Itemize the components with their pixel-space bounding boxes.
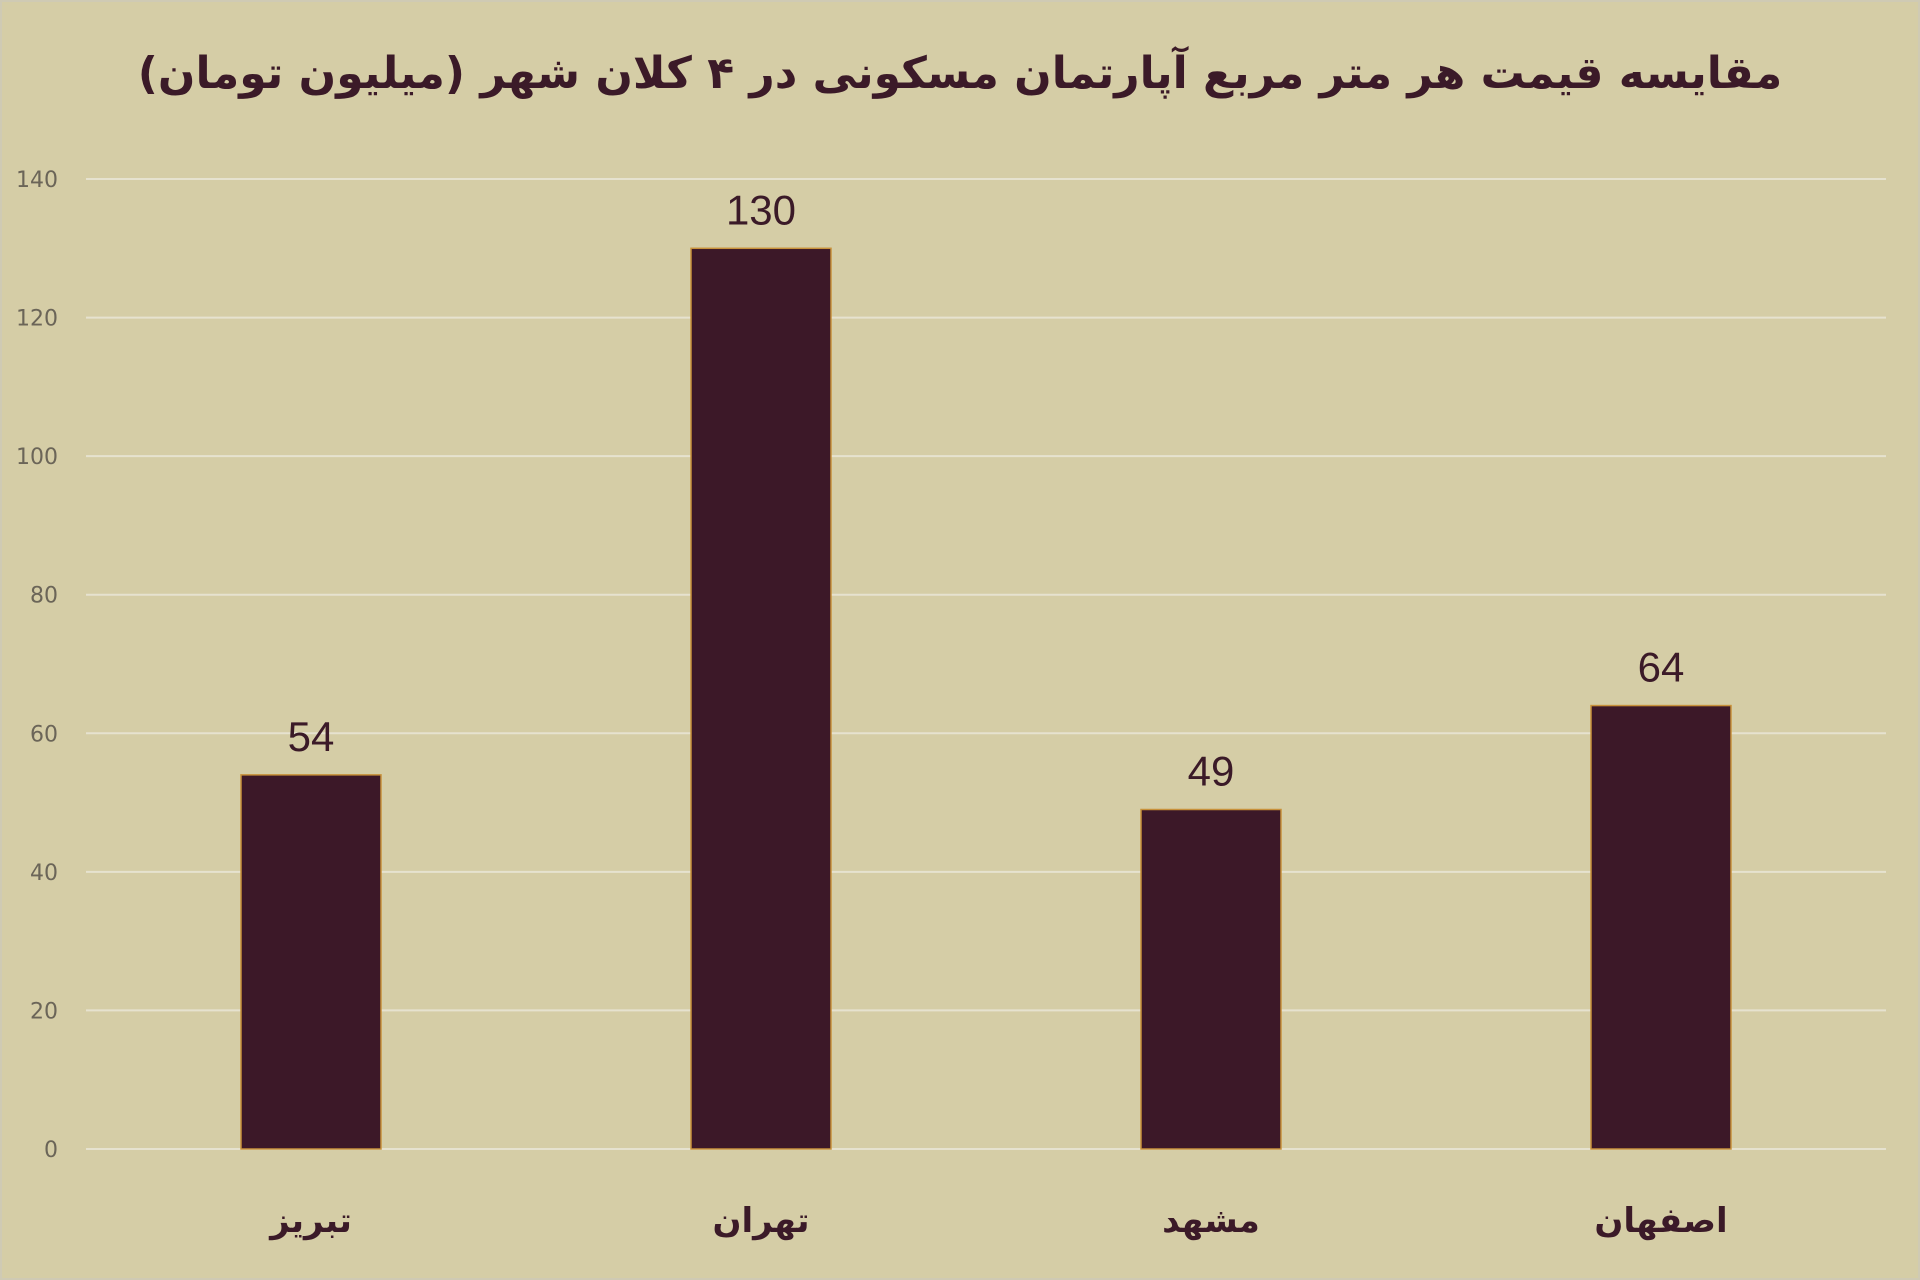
y-tick-label: 60: [30, 722, 58, 747]
bar-2: [690, 247, 832, 1150]
chart-title: مقایسه قیمت هر متر مربع آپارتمان مسکونی …: [137, 48, 1783, 99]
data-label: 130: [726, 186, 796, 233]
data-label: 54: [288, 713, 335, 760]
y-tick-label: 140: [16, 168, 58, 193]
y-tick-label: 0: [44, 1138, 58, 1163]
y-tick-label: 100: [16, 445, 58, 470]
x-tick-label: اصفهان: [1594, 1201, 1727, 1241]
y-tick-label: 20: [30, 999, 58, 1024]
y-tick-label: 80: [30, 584, 58, 609]
y-tick-label: 120: [16, 307, 58, 332]
y-tick-label: 40: [30, 861, 58, 886]
data-label: 64: [1638, 644, 1685, 691]
x-tick-label: تبریز: [268, 1201, 352, 1241]
bar-1: [240, 774, 382, 1150]
x-tick-label: مشهد: [1162, 1201, 1260, 1241]
bar-4: [1590, 704, 1732, 1150]
data-label: 49: [1188, 748, 1235, 795]
x-tick-label: تهران: [712, 1201, 809, 1241]
bar-3: [1140, 808, 1282, 1150]
